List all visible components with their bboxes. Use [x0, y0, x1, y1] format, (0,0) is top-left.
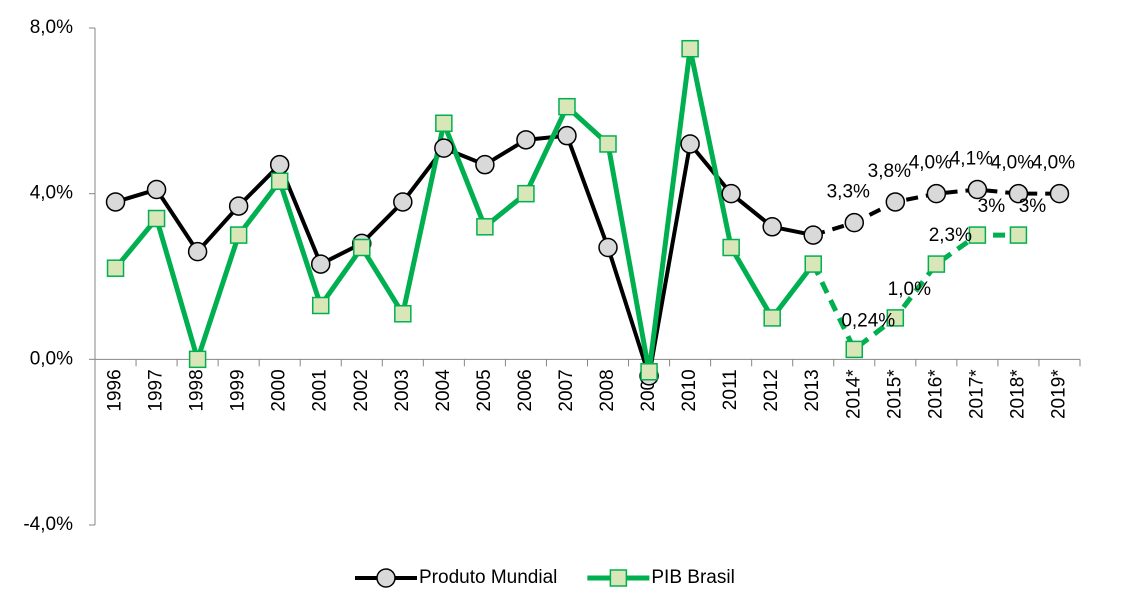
marker	[845, 340, 864, 359]
x-tick-label: 1998	[187, 369, 208, 411]
marker	[722, 238, 740, 257]
marker	[146, 179, 167, 200]
marker	[598, 237, 618, 258]
y-tick-label: 8,0%	[30, 17, 73, 38]
marker	[187, 241, 208, 262]
marker	[270, 172, 289, 190]
marker	[599, 135, 617, 153]
data-label: 4,0%	[991, 153, 1034, 174]
data-label: 4,0%	[1032, 153, 1075, 174]
x-tick-label: 2000	[269, 369, 290, 411]
x-tick-label: 2003	[392, 369, 413, 411]
marker	[886, 309, 905, 327]
data-label: 1,0%	[888, 279, 931, 300]
legend-label: Produto Mundial	[419, 567, 557, 588]
marker	[269, 154, 290, 175]
marker	[680, 134, 700, 154]
marker	[188, 350, 207, 369]
data-label: 4,0%	[909, 153, 952, 174]
marker	[803, 225, 823, 245]
marker	[311, 296, 330, 315]
marker	[763, 309, 781, 327]
x-tick-label: 2016*	[925, 369, 946, 419]
data-label: 2,3%	[929, 225, 972, 246]
series-line	[113, 46, 816, 375]
legend-marker	[609, 569, 628, 587]
marker	[106, 259, 125, 277]
data-label: 0,24%	[841, 310, 895, 331]
marker	[968, 226, 987, 244]
marker	[517, 184, 535, 203]
marker	[558, 97, 576, 116]
marker	[640, 363, 658, 381]
marker	[394, 305, 412, 323]
marker	[844, 212, 865, 233]
marker	[926, 183, 947, 204]
data-label: 4,1%	[950, 149, 993, 170]
y-tick-label: -4,0%	[23, 514, 73, 535]
marker	[147, 209, 166, 228]
x-tick-label: 2006	[515, 369, 536, 411]
marker	[557, 125, 577, 146]
x-tick-label: 2010	[679, 369, 700, 411]
x-tick-label: 2019*	[1048, 369, 1069, 419]
marker	[885, 192, 906, 212]
marker	[1008, 183, 1029, 204]
legend-marker	[376, 568, 396, 588]
x-tick-label: 2014*	[843, 369, 864, 419]
marker	[229, 226, 248, 244]
marker	[435, 114, 453, 133]
x-tick-label: 2008	[597, 369, 618, 411]
marker	[475, 154, 495, 175]
legend-label: PIB Brasil	[651, 567, 734, 588]
marker	[434, 138, 454, 158]
marker	[681, 39, 699, 58]
marker	[721, 183, 741, 204]
marker	[310, 254, 331, 274]
marker	[393, 192, 413, 212]
x-tick-label: 2013	[802, 369, 823, 411]
data-label: 3%	[978, 196, 1006, 217]
series-line	[114, 133, 814, 378]
x-tick-label: 1996	[105, 369, 126, 411]
x-tick-label: 2012	[761, 369, 782, 411]
x-tick-label: 2001	[310, 369, 331, 411]
marker	[804, 255, 822, 273]
marker	[762, 217, 782, 237]
x-tick-label: 2004	[433, 369, 454, 412]
marker	[1009, 226, 1028, 244]
marker	[228, 196, 249, 216]
marker	[476, 218, 494, 236]
legend: Produto Mundial PIB Brasil	[355, 567, 735, 588]
y-tick-label: 0,0%	[30, 348, 73, 369]
x-tick-label: 2002	[351, 369, 372, 411]
x-tick-label: 2007	[556, 369, 577, 411]
marker	[516, 130, 536, 150]
x-tick-label: 2015*	[884, 369, 905, 419]
marker	[1049, 183, 1070, 204]
x-tick-label: 1999	[228, 369, 249, 411]
data-label: 3,3%	[827, 182, 870, 203]
marker	[927, 255, 946, 273]
x-tick-label: 1997	[146, 369, 167, 411]
x-tick-label: 2011	[720, 369, 741, 410]
marker	[353, 238, 371, 257]
x-tick-label: 2017*	[966, 369, 987, 419]
data-label: 3%	[1019, 196, 1047, 217]
x-tick-label: 2005	[474, 369, 495, 411]
x-tick-label: 2018*	[1007, 369, 1028, 419]
marker	[967, 179, 988, 200]
data-label: 3,8%	[868, 161, 911, 182]
y-tick-label: 4,0%	[30, 183, 73, 204]
marker	[105, 192, 126, 212]
